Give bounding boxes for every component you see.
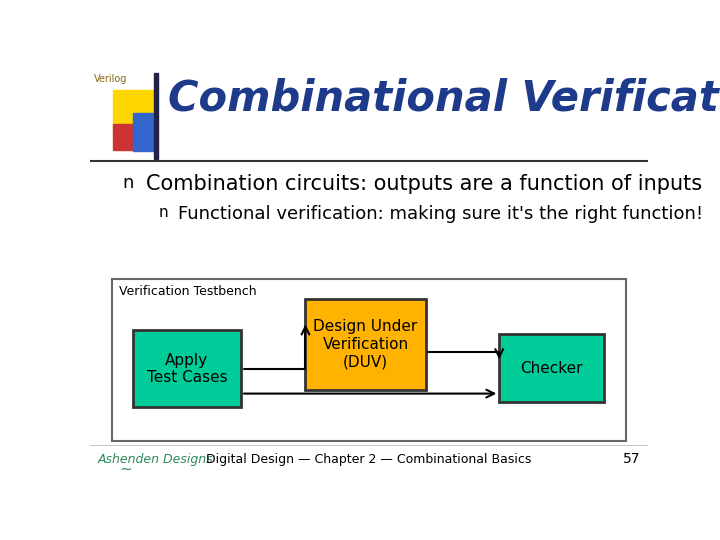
Bar <box>113 90 153 130</box>
Text: Design Under
Verification
(DUV): Design Under Verification (DUV) <box>313 319 418 369</box>
Text: Verilog: Verilog <box>94 74 127 84</box>
Bar <box>133 112 157 151</box>
Text: Combination circuits: outputs are a function of inputs: Combination circuits: outputs are a func… <box>145 174 702 194</box>
Text: Checker: Checker <box>521 361 582 376</box>
Text: Ashenden Designs: Ashenden Designs <box>98 453 213 465</box>
Text: Combinational Verification: Combinational Verification <box>168 78 720 120</box>
Bar <box>305 299 426 390</box>
Text: Verification Testbench: Verification Testbench <box>120 285 257 298</box>
Bar <box>113 124 140 150</box>
Text: Functional verification: making sure it's the right function!: Functional verification: making sure it'… <box>178 205 703 223</box>
Text: Apply
Test Cases: Apply Test Cases <box>147 353 228 385</box>
Text: 57: 57 <box>623 452 640 466</box>
Text: n: n <box>122 174 134 192</box>
Text: Digital Design — Chapter 2 — Combinational Basics: Digital Design — Chapter 2 — Combination… <box>207 453 531 465</box>
Text: ∼: ∼ <box>120 462 132 477</box>
Bar <box>154 72 158 159</box>
Bar <box>499 334 604 402</box>
Bar <box>112 279 626 441</box>
Bar <box>132 330 241 408</box>
Text: n: n <box>158 205 168 220</box>
